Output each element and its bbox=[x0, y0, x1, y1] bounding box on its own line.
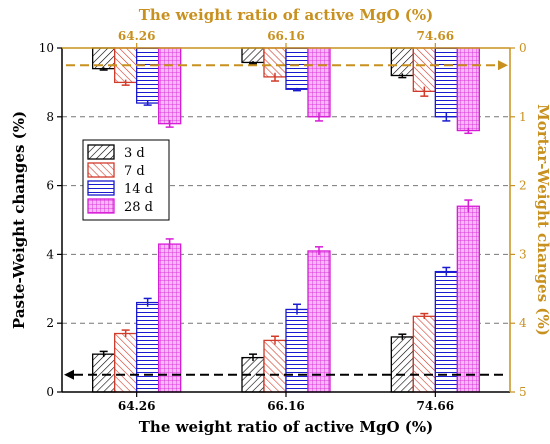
left-tick-label-2: 4 bbox=[46, 247, 54, 261]
mortar-bar-28d-1 bbox=[307, 47, 331, 118]
y-axis-right-title: Mortar-Weight changes (%) bbox=[534, 104, 550, 336]
top-axis-title: The weight ratio of active MgO (%) bbox=[139, 6, 433, 24]
mortar-bar-28d-2 bbox=[456, 47, 480, 132]
top-tick-label-1: 66.16 bbox=[267, 29, 305, 43]
baseline-lines bbox=[64, 60, 508, 380]
paste-bar-3d-0 bbox=[92, 353, 116, 393]
left-tick-label-1: 2 bbox=[46, 316, 54, 330]
bottom-tick-label-2: 74.66 bbox=[417, 399, 455, 413]
paste-bar-28d-0 bbox=[158, 243, 182, 393]
paste-bar-28d-2 bbox=[456, 205, 480, 393]
paste-bar-7d-0 bbox=[114, 332, 138, 393]
right-tick-label-2: 2 bbox=[519, 179, 527, 193]
right-tick-label-4: 4 bbox=[519, 316, 527, 330]
legend-label-7d: 7 d bbox=[124, 164, 145, 179]
paste-bar-7d-2 bbox=[412, 315, 436, 393]
left-tick-label-3: 6 bbox=[46, 179, 54, 193]
legend: 3 d 7 d 14 d 28 d bbox=[82, 139, 170, 221]
mortar-bar-14d-0 bbox=[136, 47, 160, 104]
mortar-bar-14d-2 bbox=[434, 47, 458, 118]
bars-layer bbox=[92, 47, 480, 393]
paste-bar-3d-2 bbox=[390, 336, 414, 393]
mortar-baseline-arrow bbox=[498, 60, 508, 71]
paste-baseline-arrow bbox=[64, 369, 74, 380]
right-tick-label-5: 5 bbox=[519, 385, 527, 399]
axes-layer: 0 2 4 6 8 10 0 1 2 3 4 5 64.26 64.26 66.16 66.16 74.66 74… bbox=[39, 29, 527, 413]
legend-swatch-28d bbox=[87, 198, 115, 214]
bottom-tick-label-0: 64.26 bbox=[118, 399, 156, 413]
left-tick-label-4: 8 bbox=[46, 110, 54, 124]
mortar-bar-14d-1 bbox=[285, 47, 309, 90]
top-tick-label-2: 74.66 bbox=[417, 29, 455, 43]
paste-bar-28d-1 bbox=[307, 250, 331, 393]
y-axis-left-title: Paste-Weight changes (%) bbox=[10, 111, 28, 329]
mortar-bar-28d-0 bbox=[158, 47, 182, 125]
paste-bar-14d-0 bbox=[136, 301, 160, 393]
legend-label-14d: 14 d bbox=[124, 182, 153, 197]
paste-bar-14d-1 bbox=[285, 308, 309, 393]
legend-swatch-14d bbox=[87, 180, 115, 196]
legend-label-28d: 28 d bbox=[124, 200, 153, 215]
x-axis-title: The weight ratio of active MgO (%) bbox=[139, 418, 433, 436]
left-tick-label-0: 0 bbox=[46, 385, 54, 399]
mortar-bar-3d-1 bbox=[241, 47, 265, 64]
right-tick-label-1: 1 bbox=[519, 110, 527, 124]
mortar-bar-7d-2 bbox=[412, 47, 436, 92]
bottom-tick-label-1: 66.16 bbox=[267, 399, 305, 413]
legend-swatch-7d bbox=[87, 162, 115, 178]
right-tick-label-3: 3 bbox=[519, 247, 527, 261]
paste-bar-7d-1 bbox=[263, 339, 287, 393]
legend-label-3d: 3 d bbox=[124, 146, 145, 161]
left-tick-label-5: 10 bbox=[39, 41, 54, 55]
mortar-bar-7d-1 bbox=[263, 47, 287, 78]
legend-swatch-3d bbox=[87, 144, 115, 160]
right-tick-label-0: 0 bbox=[519, 41, 527, 55]
mortar-bar-3d-2 bbox=[390, 47, 414, 77]
top-tick-label-0: 64.26 bbox=[118, 29, 156, 43]
